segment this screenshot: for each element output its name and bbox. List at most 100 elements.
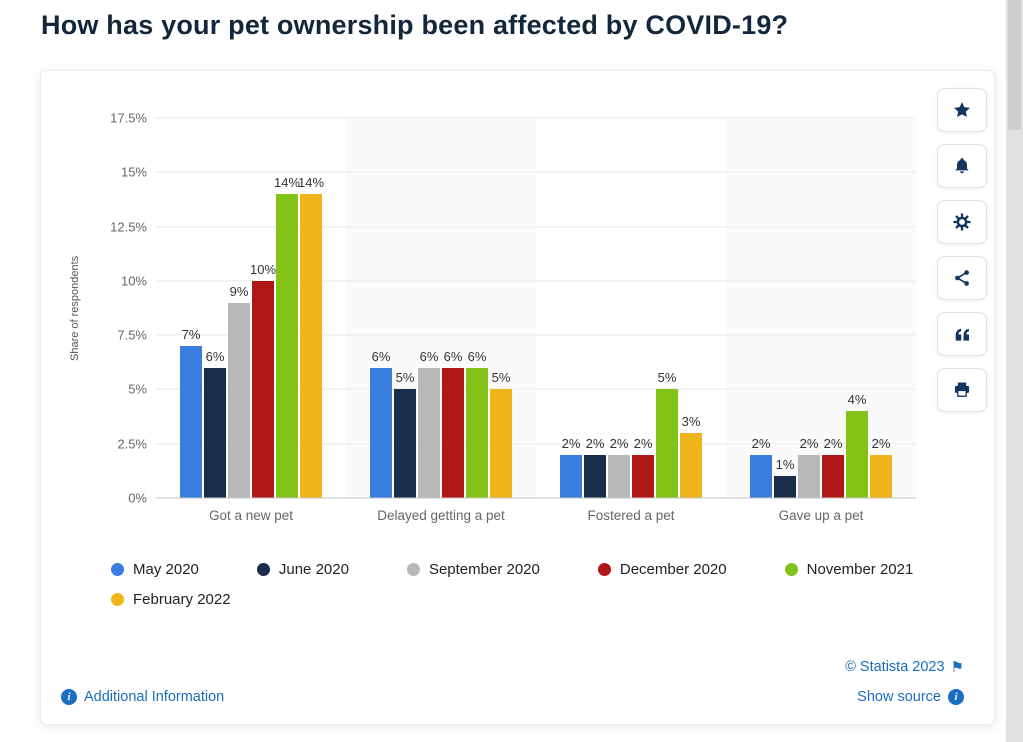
y-axis: 0% 2.5% 5% 7.5% 10% 12.5% 15% 17.5% — [99, 111, 147, 506]
bar-value-label: 6% — [467, 348, 487, 364]
bar-group: 2% 2% 2% 2% 5% 3% — [536, 118, 726, 498]
legend-item: December 2020 — [597, 561, 727, 578]
bar: 7% — [180, 327, 202, 498]
bar-value-label: 6% — [205, 348, 225, 364]
bar-group: 2% 1% 2% 2% 4% 2% — [726, 118, 916, 498]
bar: 5% — [490, 370, 512, 498]
share-icon — [952, 268, 972, 288]
gridline — [156, 388, 916, 390]
quote-icon — [952, 324, 973, 345]
y-axis-title: Share of respondents — [69, 255, 81, 361]
bar: 14% — [274, 175, 300, 498]
x-axis: Got a new pet Delayed getting a pet Foster… — [156, 508, 916, 523]
cite-button[interactable] — [937, 312, 987, 356]
bar-value-label: 7% — [181, 327, 201, 342]
bar: 3% — [680, 414, 702, 498]
chart-card: Share of respondents 0% 2.5% 5% 7.5% 10% 12.5… — [40, 70, 995, 725]
show-source-link[interactable]: Show source i — [857, 689, 964, 705]
statista-copyright[interactable]: © Statista 2023 ⚑ — [845, 659, 964, 675]
bar-group: 6% 5% 6% 6% 6% 5% — [346, 118, 536, 498]
category-band — [726, 118, 916, 498]
gridline — [156, 226, 916, 228]
bar-value-label: 5% — [657, 370, 677, 386]
y-tick-label: 2.5% — [117, 436, 147, 452]
gridline — [156, 171, 916, 173]
y-tick-label: 12.5% — [110, 219, 147, 235]
share-toolbar — [937, 88, 987, 412]
show-source-label: Show source — [857, 689, 941, 705]
bar: 5% — [656, 370, 678, 498]
bar-value-label: 9% — [229, 283, 249, 299]
bar: 10% — [250, 262, 276, 498]
info-icon: i — [61, 689, 77, 705]
bar-value-label: 10% — [249, 261, 277, 277]
bar-value-label: 6% — [419, 348, 439, 364]
star-icon — [952, 100, 972, 120]
bar: 2% — [608, 436, 630, 498]
bar-value-label: 2% — [871, 435, 891, 451]
share-button[interactable] — [937, 256, 987, 300]
legend-item: May 2020 — [111, 561, 199, 578]
bar-value-label: 2% — [561, 435, 581, 451]
legend-label: June 2020 — [278, 561, 349, 578]
bar-value-label: 1% — [775, 457, 795, 473]
bar: 2% — [560, 436, 582, 498]
chart: Share of respondents 0% 2.5% 5% 7.5% 10% 12.5… — [41, 71, 994, 531]
footer-links: i Additional Information Show source i — [61, 689, 964, 705]
gridline — [156, 443, 916, 445]
bar-value-label: 5% — [395, 370, 415, 386]
bar-group: 7% 6% 9% 10% 14% 14% — [156, 118, 346, 498]
legend-label: November 2021 — [806, 561, 914, 578]
gridline — [156, 334, 916, 336]
info-icon: i — [948, 689, 964, 705]
print-button[interactable] — [937, 368, 987, 412]
bar: 2% — [822, 436, 844, 498]
legend-label: February 2022 — [133, 591, 231, 608]
bar: 4% — [846, 392, 868, 498]
bar: 6% — [442, 349, 464, 498]
gridline — [156, 280, 916, 282]
legend-item: September 2020 — [406, 561, 540, 578]
plot-area: 7% 6% 9% 10% 14% 14% 6% 5% 6% 6% 6% 5% 2% 2% 2% 2% 5% 3% 2… — [156, 117, 916, 499]
legend-dot — [406, 563, 420, 576]
bar: 6% — [204, 349, 226, 498]
bar-value-label: 2% — [585, 435, 605, 451]
y-tick-label: 5% — [128, 381, 147, 397]
legend-dot — [111, 593, 124, 606]
x-axis-baseline — [156, 497, 916, 499]
bar: 2% — [798, 436, 820, 498]
bar-value-label: 2% — [633, 435, 653, 451]
settings-button[interactable] — [937, 200, 987, 244]
scrollbar-track[interactable] — [1006, 0, 1023, 742]
bar: 14% — [298, 175, 324, 498]
bar: 2% — [632, 436, 654, 498]
bar-value-label: 4% — [847, 392, 867, 408]
gear-icon — [952, 212, 972, 232]
scrollbar-thumb[interactable] — [1008, 0, 1021, 130]
bar-value-label: 6% — [371, 348, 391, 364]
y-tick-label: 7.5% — [117, 327, 147, 343]
bar-value-label: 5% — [491, 370, 511, 386]
bar: 9% — [228, 284, 250, 498]
bar-value-label: 2% — [799, 435, 819, 451]
x-tick-label: Gave up a pet — [778, 508, 864, 523]
bar: 5% — [394, 370, 416, 498]
legend: May 2020 June 2020 September 2020 December … — [111, 561, 949, 608]
bar: 2% — [750, 436, 772, 498]
copyright-text: © Statista 2023 — [845, 659, 945, 675]
bar: 6% — [466, 349, 488, 498]
bar-value-label: 3% — [681, 413, 701, 429]
bar: 6% — [418, 349, 440, 498]
legend-label: December 2020 — [619, 561, 727, 578]
x-tick-label: Delayed getting a pet — [377, 508, 505, 523]
favorite-button[interactable] — [937, 88, 987, 132]
bar-value-label: 2% — [823, 435, 843, 451]
y-tick-label: 17.5% — [110, 110, 147, 126]
legend-dot — [784, 563, 798, 576]
additional-information-link[interactable]: i Additional Information — [61, 689, 224, 705]
bar: 2% — [584, 436, 606, 498]
y-tick-label: 15% — [120, 164, 147, 180]
bar-value-label: 14% — [273, 175, 301, 190]
alerts-button[interactable] — [937, 144, 987, 188]
x-tick-label: Fostered a pet — [587, 508, 675, 523]
